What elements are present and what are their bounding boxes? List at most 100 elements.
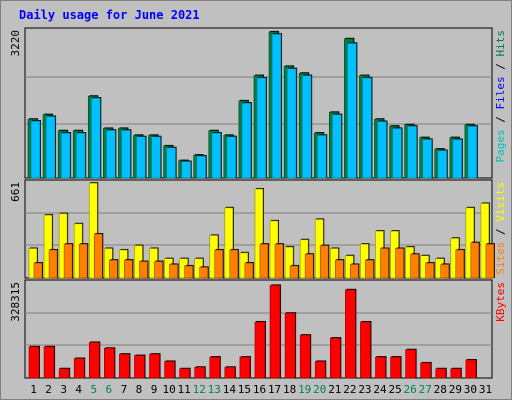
bar-files-day-21: [331, 113, 343, 179]
bar-kbytes-day-26: [405, 348, 417, 379]
day-label-27: 27: [419, 383, 432, 396]
bar-files-day-7: [121, 129, 132, 179]
chart-title: Daily usage for June 2021: [19, 8, 200, 22]
day-label-29: 29: [449, 383, 462, 396]
legend-entry-hits-1: /: [494, 110, 507, 130]
bar-kbytes-day-25: [390, 356, 402, 379]
bar-kbytes-day-11: [179, 367, 191, 379]
bar-sites-day-10: [169, 263, 179, 279]
bar-visits-day-5: [88, 182, 99, 279]
day-label-22: 22: [343, 383, 356, 396]
bar-files-day-2: [45, 115, 57, 179]
bar-kbytes-day-24: [375, 356, 387, 379]
bar-kbytes-day-12: [194, 366, 206, 379]
day-label-19: 19: [298, 383, 311, 396]
bar-kbytes-day-30: [465, 358, 477, 379]
bar-files-day-6: [106, 129, 117, 179]
bar-kbytes-day-5: [88, 341, 101, 379]
bar-sites-day-9: [154, 260, 164, 279]
bar-sites-day-1: [33, 262, 43, 279]
bar-kbytes-day-1: [28, 345, 40, 379]
bar-sites-day-4: [78, 243, 89, 279]
bar-files-day-4: [75, 132, 87, 179]
bar-kbytes-day-29: [450, 367, 462, 379]
day-label-25: 25: [388, 383, 401, 396]
bar-sites-day-3: [63, 243, 74, 279]
day-label-1: 1: [30, 383, 37, 396]
bar-files-day-13: [211, 132, 222, 179]
bar-kbytes-day-14: [224, 366, 236, 379]
bar-files-day-23: [362, 76, 373, 179]
bar-files-day-1: [30, 120, 41, 179]
legend-entry-visits-0: Sites: [494, 242, 507, 275]
bar-sites-day-16: [259, 243, 269, 279]
day-label-31: 31: [479, 383, 492, 396]
bar-sites-day-13: [214, 248, 224, 279]
legend-kbytes: KBytes: [494, 282, 507, 322]
day-label-9: 9: [151, 383, 158, 396]
day-label-15: 15: [238, 383, 251, 396]
bar-files-day-29: [452, 138, 463, 179]
bar-visits-day-16: [254, 187, 264, 279]
day-label-3: 3: [60, 383, 67, 396]
bar-kbytes-day-15: [239, 356, 251, 379]
bar-files-day-14: [226, 135, 237, 179]
legend-visits: Sites / Visits: [494, 182, 507, 275]
bar-sites-day-28: [440, 263, 450, 279]
bar-kbytes-day-7: [119, 353, 131, 379]
bar-kbytes-day-8: [134, 354, 146, 379]
bar-files-day-9: [151, 135, 162, 179]
legend-entry-kbytes-0: KBytes: [494, 282, 507, 322]
bar-kbytes-day-22: [345, 288, 357, 379]
legend-entry-visits-1: /: [494, 222, 507, 242]
bar-sites-day-27: [425, 262, 435, 279]
bar-files-day-26: [407, 125, 418, 179]
bar-sites-day-23: [365, 259, 375, 279]
bar-kbytes-day-23: [360, 320, 372, 379]
legend-entry-visits-2: Visits: [494, 182, 507, 222]
day-label-6: 6: [106, 383, 113, 396]
bar-kbytes-day-16: [254, 320, 266, 379]
ymax-label-kbytes: 328315: [9, 282, 22, 322]
bar-files-day-3: [60, 132, 72, 179]
bar-files-day-15: [241, 102, 252, 179]
legend-entry-hits-0: Pages: [494, 129, 507, 162]
bar-files-day-11: [181, 160, 192, 179]
bar-files-day-19: [301, 74, 313, 179]
bar-sites-day-19: [304, 253, 315, 279]
bar-files-day-5: [90, 97, 102, 179]
day-label-17: 17: [268, 383, 281, 396]
bar-sites-day-8: [139, 260, 149, 279]
bar-visits-day-2: [43, 214, 54, 279]
bar-files-day-12: [196, 155, 207, 179]
day-label-5: 5: [90, 383, 97, 396]
day-label-28: 28: [434, 383, 447, 396]
bar-sites-day-29: [455, 248, 465, 279]
day-label-16: 16: [253, 383, 266, 396]
bar-kbytes-day-27: [420, 361, 432, 379]
ymax-label-hits: 3220: [9, 30, 22, 57]
bar-kbytes-day-10: [164, 360, 176, 379]
day-label-8: 8: [136, 383, 143, 396]
day-label-10: 10: [162, 383, 175, 396]
bar-sites-day-17: [274, 243, 285, 279]
legend-entry-hits-3: /: [494, 57, 507, 77]
bar-files-day-18: [286, 67, 298, 179]
day-label-11: 11: [178, 383, 191, 396]
day-label-21: 21: [328, 383, 341, 396]
bar-files-day-25: [392, 127, 403, 179]
bar-sites-day-30: [470, 241, 480, 279]
bar-sites-day-20: [319, 244, 330, 279]
bar-sites-day-15: [244, 262, 254, 279]
legend-hits: Pages / Files / Hits: [494, 30, 507, 163]
day-label-20: 20: [313, 383, 326, 396]
bar-kbytes-day-21: [329, 337, 342, 379]
bar-visits-day-31: [480, 202, 490, 279]
bar-visits-day-14: [224, 206, 234, 279]
day-label-23: 23: [358, 383, 371, 396]
day-label-26: 26: [404, 383, 417, 396]
bar-kbytes-day-19: [299, 334, 312, 379]
bar-files-day-27: [422, 138, 433, 179]
day-label-2: 2: [45, 383, 52, 396]
